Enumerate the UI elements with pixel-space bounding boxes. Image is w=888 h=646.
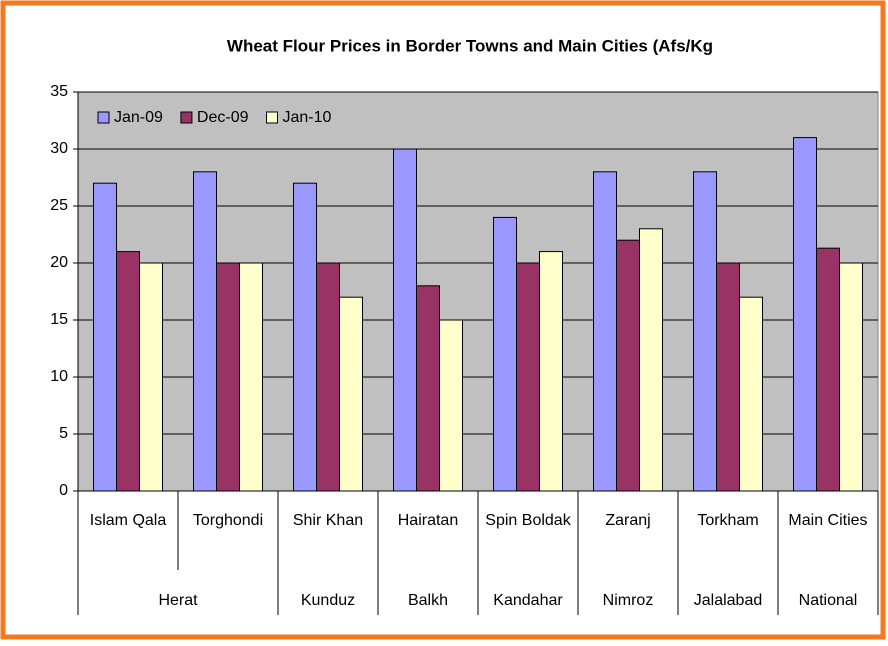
y-tick-label: 30	[50, 140, 68, 157]
y-tick-label: 35	[50, 83, 68, 100]
bar	[616, 239, 640, 492]
bar	[116, 251, 140, 492]
group-label: Jalalabad	[694, 592, 763, 609]
bar	[393, 148, 417, 492]
bar	[816, 247, 840, 492]
x-tick-label: Torghondi	[193, 512, 263, 529]
bar	[593, 171, 617, 492]
group-label: Balkh	[408, 592, 448, 609]
bar	[693, 171, 717, 492]
y-tick-label: 25	[50, 197, 68, 214]
x-tick-label: Spin Boldak	[485, 512, 571, 529]
bar	[239, 262, 263, 492]
legend-swatch	[266, 111, 278, 124]
y-tick-label: 20	[50, 254, 68, 271]
bar	[293, 182, 317, 492]
bar	[716, 262, 740, 492]
bar	[793, 137, 817, 492]
bar	[316, 262, 340, 492]
legend-label: Jan-10	[283, 109, 332, 126]
bar	[216, 262, 240, 492]
bar	[493, 216, 517, 492]
x-tick-label: Islam Qala	[90, 512, 167, 529]
x-tick-label: Torkham	[697, 512, 758, 529]
group-label: Herat	[158, 592, 198, 609]
legend-swatch	[97, 111, 110, 124]
x-tick-label: Hairatan	[398, 512, 458, 529]
bar	[839, 262, 863, 492]
legend-swatch	[180, 111, 193, 124]
y-tick-label: 10	[50, 368, 68, 385]
group-label: National	[799, 592, 858, 609]
bar	[516, 262, 540, 492]
chart-title: Wheat Flour Prices in Border Towns and M…	[227, 36, 713, 55]
group-label: Kandahar	[493, 592, 563, 609]
bar	[416, 285, 440, 492]
bar	[539, 251, 563, 492]
y-tick-label: 15	[50, 311, 68, 328]
bar	[639, 228, 663, 492]
legend-label: Jan-09	[114, 109, 163, 126]
bar	[139, 262, 163, 492]
x-tick-label: Zaranj	[605, 512, 650, 529]
group-label: Kunduz	[301, 592, 355, 609]
y-tick-label: 5	[59, 425, 68, 442]
legend-label: Dec-09	[197, 109, 249, 126]
x-tick-label: Shir Khan	[293, 512, 363, 529]
x-tick-label: Main Cities	[788, 512, 867, 529]
bar	[439, 319, 463, 492]
y-tick-label: 0	[59, 482, 68, 499]
bar	[339, 296, 363, 492]
bar	[739, 296, 763, 492]
bar	[93, 182, 117, 492]
group-label: Nimroz	[603, 592, 654, 609]
bar	[193, 171, 217, 492]
